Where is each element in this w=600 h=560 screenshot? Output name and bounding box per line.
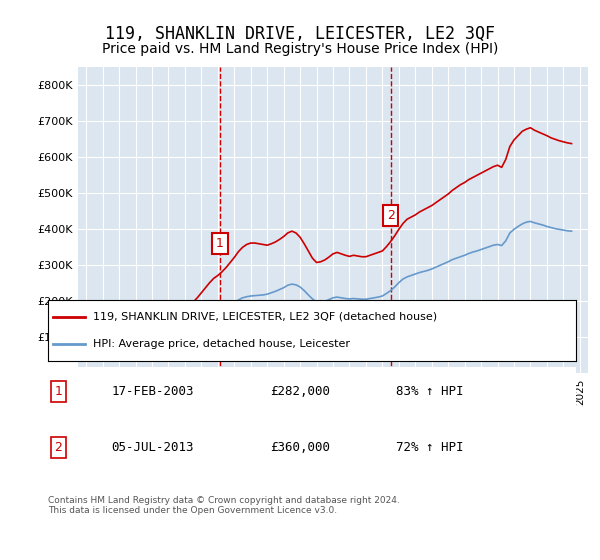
- Text: 83% ↑ HPI: 83% ↑ HPI: [397, 385, 464, 398]
- Text: Contains HM Land Registry data © Crown copyright and database right 2024.
This d: Contains HM Land Registry data © Crown c…: [48, 496, 400, 515]
- Text: 17-FEB-2003: 17-FEB-2003: [112, 385, 194, 398]
- Text: 1: 1: [55, 385, 62, 398]
- Text: 119, SHANKLIN DRIVE, LEICESTER, LE2 3QF (detached house): 119, SHANKLIN DRIVE, LEICESTER, LE2 3QF …: [93, 312, 437, 322]
- Text: 2: 2: [55, 441, 62, 454]
- Text: 2: 2: [386, 209, 395, 222]
- Text: 05-JUL-2013: 05-JUL-2013: [112, 441, 194, 454]
- Text: £360,000: £360,000: [270, 441, 330, 454]
- Text: 119, SHANKLIN DRIVE, LEICESTER, LE2 3QF: 119, SHANKLIN DRIVE, LEICESTER, LE2 3QF: [105, 25, 495, 43]
- Text: 72% ↑ HPI: 72% ↑ HPI: [397, 441, 464, 454]
- Text: 1: 1: [216, 237, 224, 250]
- Text: Price paid vs. HM Land Registry's House Price Index (HPI): Price paid vs. HM Land Registry's House …: [102, 42, 498, 56]
- Text: HPI: Average price, detached house, Leicester: HPI: Average price, detached house, Leic…: [93, 339, 350, 349]
- Text: £282,000: £282,000: [270, 385, 330, 398]
